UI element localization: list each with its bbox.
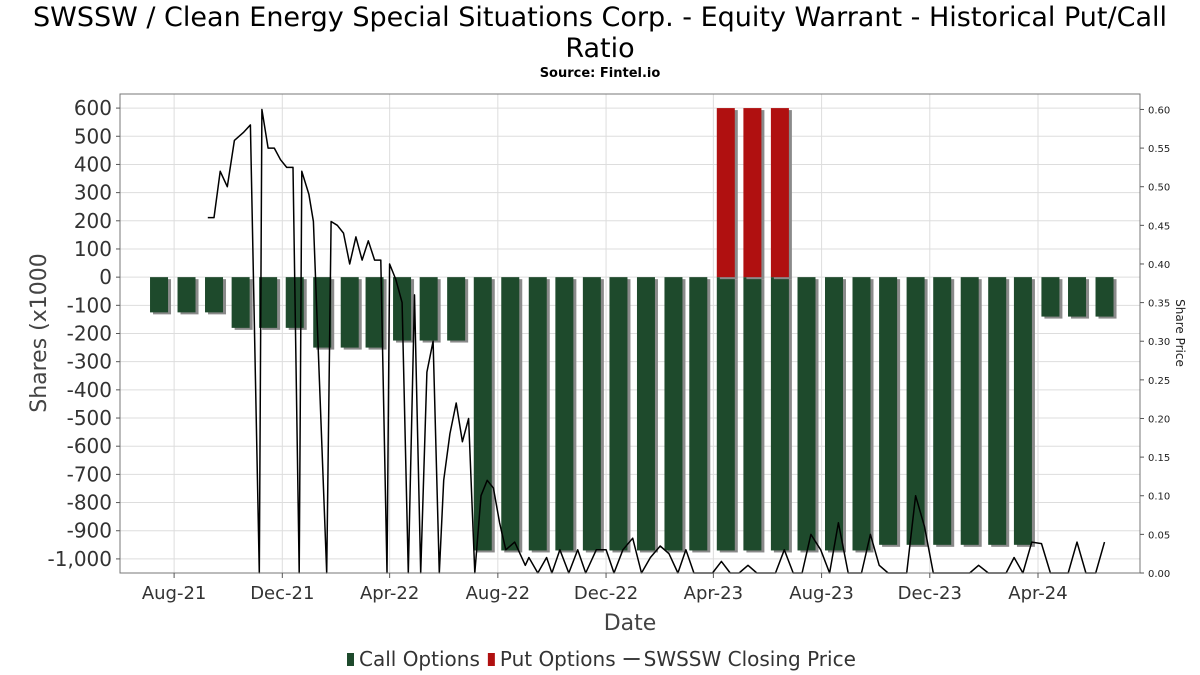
call-bar (582, 277, 601, 551)
y-tick-label: 300 (74, 181, 112, 205)
y2-tick-label: 0.25 (1148, 376, 1170, 387)
y2-tick-label: 0.05 (1148, 530, 1170, 541)
y2-tick-label: 0.55 (1148, 144, 1170, 155)
call-bar (447, 277, 466, 341)
y-tick-label: -200 (67, 322, 112, 346)
y-tick-label: 500 (74, 124, 112, 148)
call-bar (1095, 277, 1114, 317)
call-bar (933, 277, 952, 545)
x-tick-label: Dec-22 (574, 583, 638, 604)
legend-label: Put Options (500, 647, 616, 671)
bars-layer (150, 108, 1117, 553)
call-bar (609, 277, 628, 551)
put-bar (716, 108, 735, 278)
y-tick-label: -400 (67, 378, 112, 402)
y2-tick-label: 0.35 (1148, 299, 1170, 310)
y2-tick-label: 0.30 (1148, 337, 1170, 348)
y-tick-label: -900 (67, 519, 112, 543)
x-tick-label: Dec-23 (898, 583, 962, 604)
y2-tick-label: 0.45 (1148, 221, 1170, 232)
call-bar (177, 277, 196, 313)
y-tick-label: 400 (74, 152, 112, 176)
y-axis-title: Shares (x1000 (27, 253, 52, 413)
y2-tick-label: 0.60 (1148, 105, 1170, 116)
call-bar (770, 277, 789, 551)
call-bar (988, 277, 1007, 545)
x-axis-ticks: Aug-21 Dec-21 Apr-22 Aug-22 Dec-22 Apr-23 Aug-… (142, 573, 1068, 604)
call-bar (555, 277, 574, 551)
y-tick-label: -500 (67, 406, 112, 430)
call-bar (259, 277, 278, 328)
call-bar (1041, 277, 1060, 317)
x-tick-label: Dec-21 (250, 583, 314, 604)
y2-axis-ticks: 0.60 0.55 0.50 0.45 0.40 0.35 0.30 0.25 0.20 0.15… (1140, 105, 1170, 580)
call-bar (716, 277, 735, 551)
y-axis-ticks: 600 500 400 300 200 100 0 -100 -200 -300 -400 -500 -… (48, 96, 120, 571)
call-bar (879, 277, 898, 545)
y2-tick-label: 0.50 (1148, 183, 1170, 194)
y-tick-label: 0 (99, 265, 112, 289)
put-bar (770, 108, 789, 278)
call-bar (743, 277, 762, 551)
y-tick-label: -1,000 (48, 547, 112, 571)
y-tick-label: -300 (67, 350, 112, 374)
x-tick-label: Aug-21 (142, 583, 207, 604)
call-bar (473, 277, 492, 551)
call-bar (664, 277, 683, 551)
y2-axis-title: Share Price (1173, 299, 1187, 367)
y-tick-label: -800 (67, 491, 112, 515)
y-tick-label: 200 (74, 209, 112, 233)
call-bar (528, 277, 547, 551)
call-bar (906, 277, 925, 545)
call-bar (150, 277, 169, 313)
call-bar (365, 277, 384, 348)
x-tick-label: Apr-23 (684, 583, 743, 604)
y2-tick-label: 0.10 (1148, 492, 1170, 503)
y2-tick-label: 0.00 (1148, 569, 1170, 580)
chart-title: SWSSW / Clean Energy Special Situations … (32, 2, 1167, 64)
legend-swatch-put (487, 653, 495, 666)
legend-label: Call Options (359, 647, 480, 671)
call-bar (852, 277, 871, 551)
y2-tick-label: 0.15 (1148, 453, 1170, 464)
y2-tick-label: 0.40 (1148, 260, 1170, 271)
call-bar (501, 277, 520, 551)
call-bar (205, 277, 224, 313)
x-tick-label: Apr-22 (360, 583, 419, 604)
call-bar (340, 277, 359, 348)
x-tick-label: Aug-23 (789, 583, 854, 604)
call-bar (689, 277, 708, 551)
chart-subtitle: Source: Fintel.io (539, 66, 661, 81)
call-bar (797, 277, 816, 551)
call-bar (1068, 277, 1087, 317)
call-bar (1013, 277, 1032, 545)
call-bar (231, 277, 250, 328)
x-tick-label: Apr-24 (1008, 583, 1067, 604)
y-tick-label: 600 (74, 96, 112, 120)
x-axis-title: Date (604, 611, 657, 636)
y-tick-label: 100 (74, 237, 112, 261)
call-bar (825, 277, 843, 551)
put-bar (743, 108, 762, 278)
y-tick-label: -600 (67, 434, 112, 458)
y2-tick-label: 0.20 (1148, 414, 1170, 425)
legend-label: SWSSW Closing Price (644, 647, 856, 671)
legend: Call Options Put Options SWSSW Closing Pri… (347, 647, 856, 671)
call-bar (419, 277, 438, 341)
x-tick-label: Aug-22 (466, 583, 531, 604)
call-bar (636, 277, 655, 551)
legend-swatch-call (347, 653, 354, 666)
call-bar (960, 277, 979, 545)
y-tick-label: -100 (67, 293, 112, 317)
y-tick-label: -700 (67, 462, 112, 486)
